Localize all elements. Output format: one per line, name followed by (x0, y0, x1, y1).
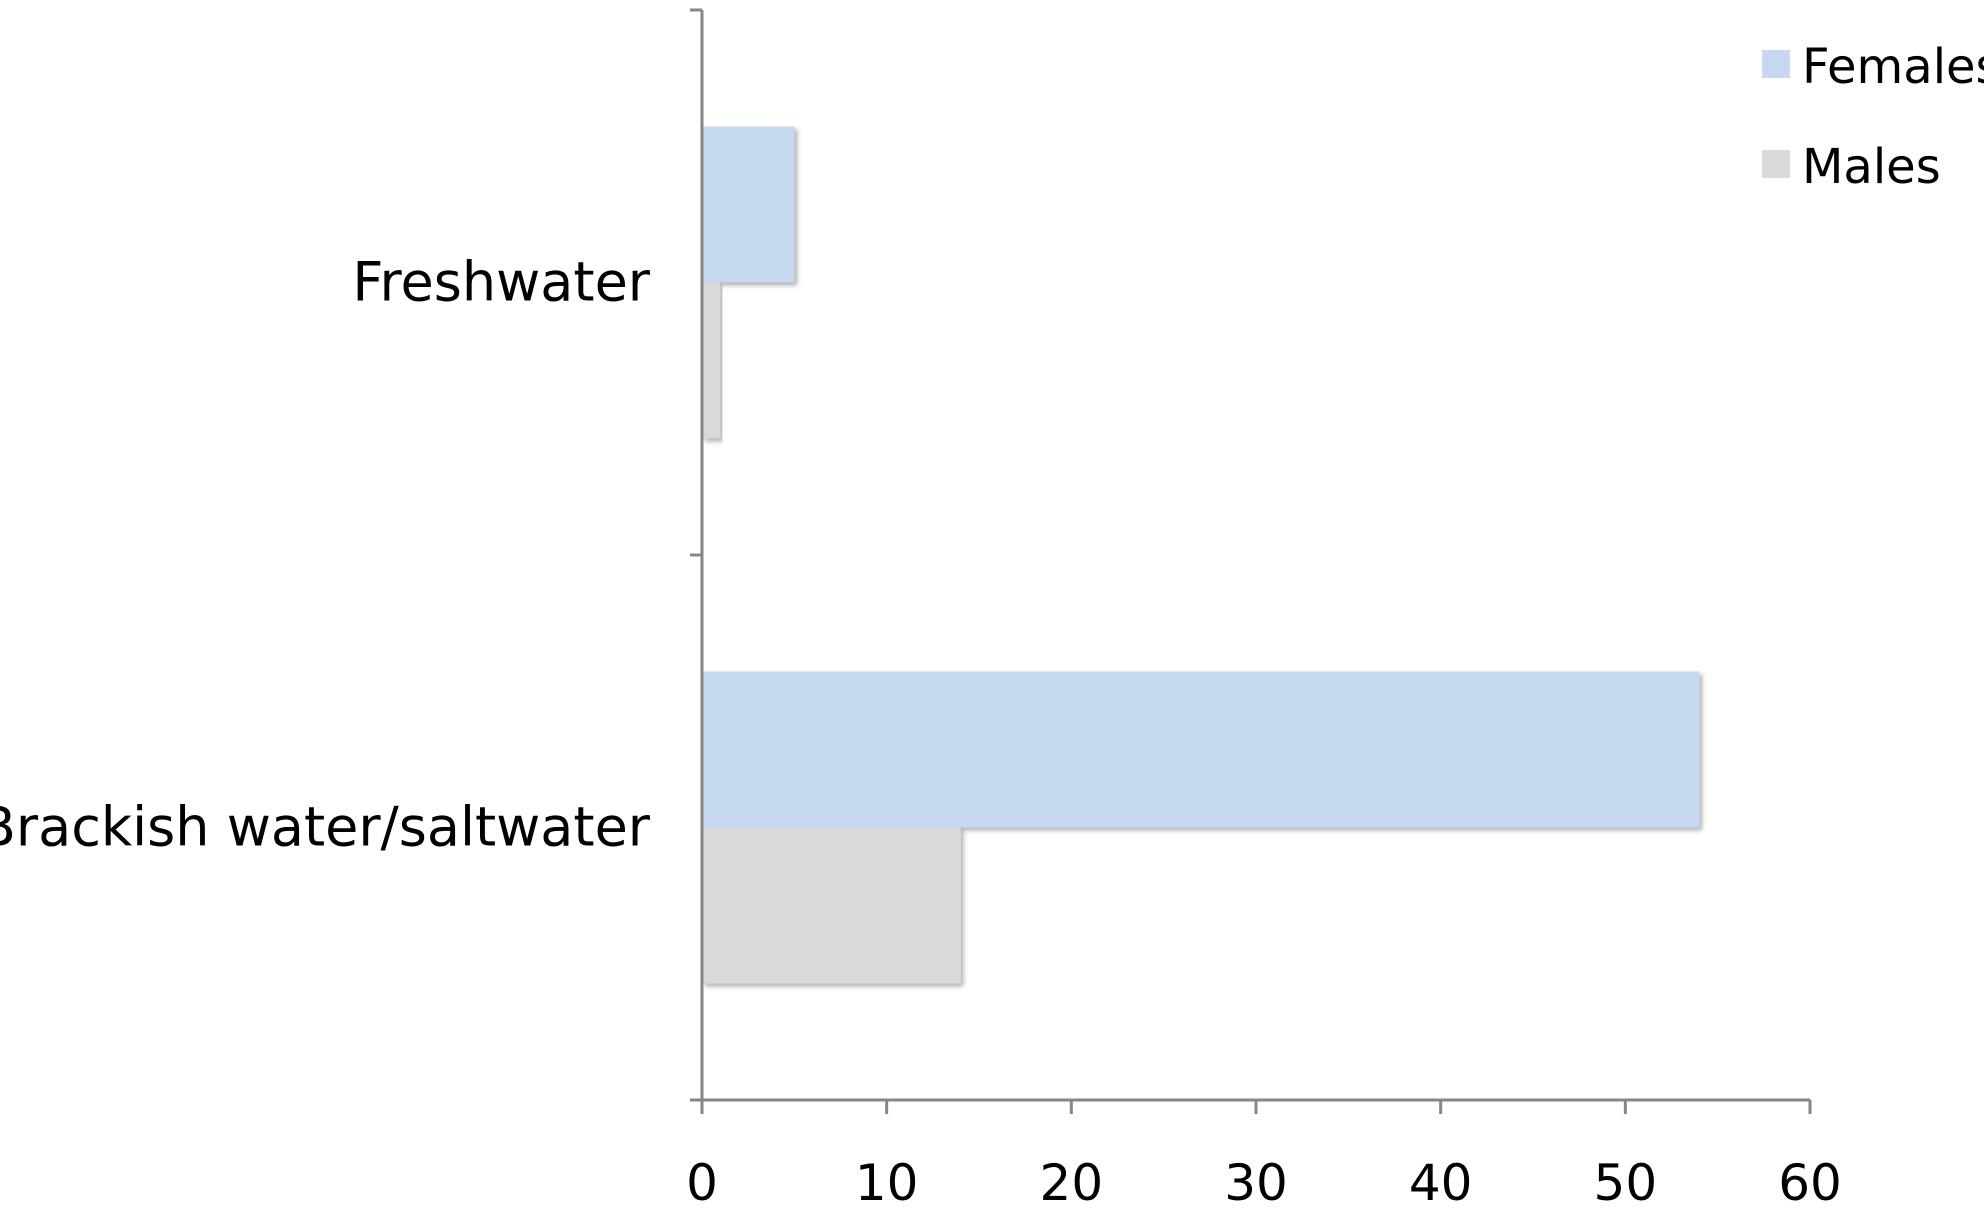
x-tick-label: 10 (855, 1154, 919, 1212)
legend-label-males: Males (1802, 139, 1941, 195)
x-tick-label: 50 (1594, 1154, 1658, 1212)
bar-males-1 (702, 282, 721, 439)
x-tick-label: 0 (686, 1154, 718, 1212)
legend-swatch-males (1762, 150, 1790, 178)
category-label: Freshwater (352, 251, 650, 314)
legend: Females Males (1762, 39, 1984, 195)
bar-males-2 (702, 827, 961, 984)
x-tick-label: 40 (1409, 1154, 1473, 1212)
labels-layer: 0 10 20 30 40 50 60 Freshwater Brackish water/sa… (0, 251, 1842, 1213)
bar-females-1 (702, 126, 795, 283)
x-tick-label: 30 (1224, 1154, 1288, 1212)
bars-layer (702, 126, 1700, 984)
legend-label-females: Females (1802, 39, 1984, 95)
category-label: Brackish water/saltwater (0, 796, 651, 859)
legend-swatch-females (1762, 50, 1790, 78)
x-tick-label: 20 (1040, 1154, 1104, 1212)
x-tick-label: 60 (1778, 1154, 1842, 1212)
bar-females-2 (702, 671, 1700, 828)
axes-layer (690, 8, 1812, 1114)
